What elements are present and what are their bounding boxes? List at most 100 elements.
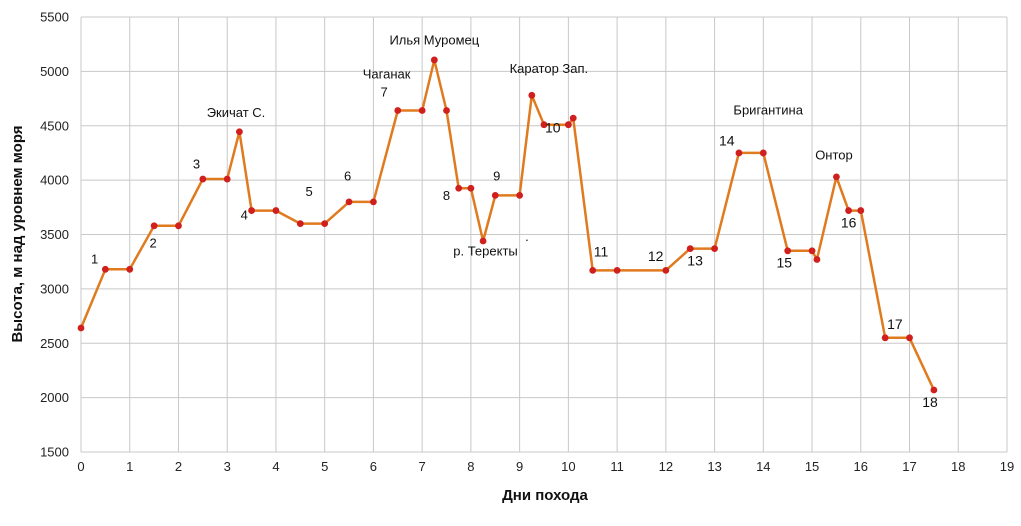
x-tick-label: 3 bbox=[224, 459, 231, 474]
data-point bbox=[833, 173, 840, 181]
data-point bbox=[418, 107, 426, 114]
x-tick-label: 7 bbox=[419, 459, 426, 474]
data-point bbox=[906, 334, 913, 342]
data-point bbox=[784, 247, 792, 255]
annotation-label: 1 bbox=[91, 251, 98, 266]
x-tick-label: 4 bbox=[272, 459, 279, 474]
annotation-label: 12 bbox=[648, 248, 664, 264]
y-tick-label: 4000 bbox=[40, 173, 69, 188]
x-axis-title: Дни похода bbox=[502, 487, 588, 504]
annotation-label: Чаганак bbox=[363, 66, 411, 81]
data-point bbox=[345, 198, 353, 206]
data-point bbox=[540, 121, 548, 129]
annotation-label: Бригантина bbox=[733, 102, 803, 117]
data-point bbox=[686, 245, 694, 253]
annotation-label: р. Теректы bbox=[453, 244, 518, 259]
x-tick-label: 13 bbox=[707, 459, 721, 474]
x-tick-label: 12 bbox=[659, 459, 673, 474]
data-point bbox=[564, 121, 572, 129]
y-axis-title: Высота, м над уровнем моря bbox=[9, 125, 26, 342]
x-tick-label: 10 bbox=[561, 459, 575, 474]
x-tick-label: 5 bbox=[321, 459, 328, 474]
data-point bbox=[930, 386, 938, 394]
data-point bbox=[516, 191, 524, 199]
data-point bbox=[430, 56, 438, 64]
data-point bbox=[528, 91, 536, 99]
data-point bbox=[845, 207, 853, 214]
data-point bbox=[491, 191, 499, 199]
x-tick-label: 18 bbox=[951, 459, 965, 474]
annotation-label: 2 bbox=[150, 236, 157, 251]
data-point bbox=[370, 198, 377, 206]
y-tick-label: 5000 bbox=[40, 64, 69, 79]
data-point bbox=[711, 245, 718, 253]
data-point bbox=[199, 175, 207, 183]
data-point bbox=[857, 207, 865, 214]
x-tick-label: 11 bbox=[610, 459, 624, 474]
data-point bbox=[321, 220, 329, 228]
annotation-label: 16 bbox=[841, 214, 857, 230]
y-tick-label: 3000 bbox=[40, 281, 69, 296]
data-point bbox=[175, 222, 182, 230]
x-tick-label: 16 bbox=[854, 459, 868, 474]
y-tick-label: 4500 bbox=[40, 118, 69, 133]
x-tick-label: 8 bbox=[467, 459, 474, 474]
annotation-label: 13 bbox=[687, 252, 703, 268]
data-point bbox=[735, 149, 743, 157]
data-point bbox=[394, 107, 402, 114]
annotation-label: 7 bbox=[381, 84, 388, 99]
data-point bbox=[296, 220, 304, 228]
annotation-label: 18 bbox=[922, 394, 938, 410]
data-point bbox=[77, 324, 85, 332]
annotation-label: 5 bbox=[305, 184, 312, 199]
data-point bbox=[455, 184, 463, 192]
annotation-label: Онтор bbox=[815, 147, 853, 162]
annotation-label: Каратор Зап. bbox=[510, 61, 589, 76]
data-point bbox=[443, 107, 450, 114]
annotation-label: Экичат С. bbox=[207, 105, 266, 120]
y-tick-label: 3500 bbox=[40, 227, 69, 242]
data-point bbox=[808, 247, 816, 255]
annotation-label: 8 bbox=[443, 188, 450, 203]
annotation-label: 6 bbox=[344, 169, 351, 184]
data-point bbox=[881, 334, 889, 342]
data-point bbox=[759, 149, 767, 157]
annotation-label: 4 bbox=[241, 207, 248, 222]
grid bbox=[80, 16, 1008, 453]
annotation-label: 11 bbox=[594, 243, 609, 259]
x-tick-label: 2 bbox=[175, 459, 182, 474]
data-point bbox=[662, 266, 670, 274]
x-tick-label: 14 bbox=[756, 459, 770, 474]
x-tick-label: 9 bbox=[516, 459, 523, 474]
y-tick-label: 1500 bbox=[40, 445, 69, 460]
data-point bbox=[569, 114, 577, 122]
annotation-label: . bbox=[525, 229, 529, 244]
x-tick-label: 19 bbox=[1000, 459, 1014, 474]
annotation-label: 17 bbox=[887, 316, 903, 332]
y-tick-labels: 1500 2000 2500 3000 3500 4000 4500 5000 5500 bbox=[40, 10, 69, 460]
x-tick-label: 6 bbox=[370, 459, 377, 474]
data-point bbox=[126, 265, 134, 273]
annotation-label: 15 bbox=[776, 255, 792, 271]
x-tick-label: 15 bbox=[805, 459, 819, 474]
annotation-label: 9 bbox=[493, 169, 500, 184]
data-point bbox=[589, 266, 597, 274]
series-group bbox=[77, 56, 938, 394]
data-point bbox=[101, 265, 109, 273]
x-tick-label: 1 bbox=[126, 459, 133, 474]
data-point bbox=[248, 207, 255, 214]
annotation-label: Илья Муромец bbox=[389, 33, 479, 48]
x-tick-label: 0 bbox=[77, 459, 84, 474]
annotation-label: 10 bbox=[545, 119, 561, 135]
data-point bbox=[235, 128, 243, 136]
x-tick-label: 17 bbox=[902, 459, 916, 474]
data-point bbox=[150, 222, 158, 230]
data-point bbox=[613, 266, 621, 274]
data-point bbox=[479, 237, 487, 245]
data-point bbox=[813, 256, 821, 263]
y-tick-label: 2000 bbox=[40, 390, 69, 405]
annotation-label: 3 bbox=[193, 157, 200, 172]
x-tick-labels: 0 1 2 3 4 5 6 7 8 9 10 11 12 13 14 15 16 17 18 19 bbox=[77, 459, 1014, 474]
